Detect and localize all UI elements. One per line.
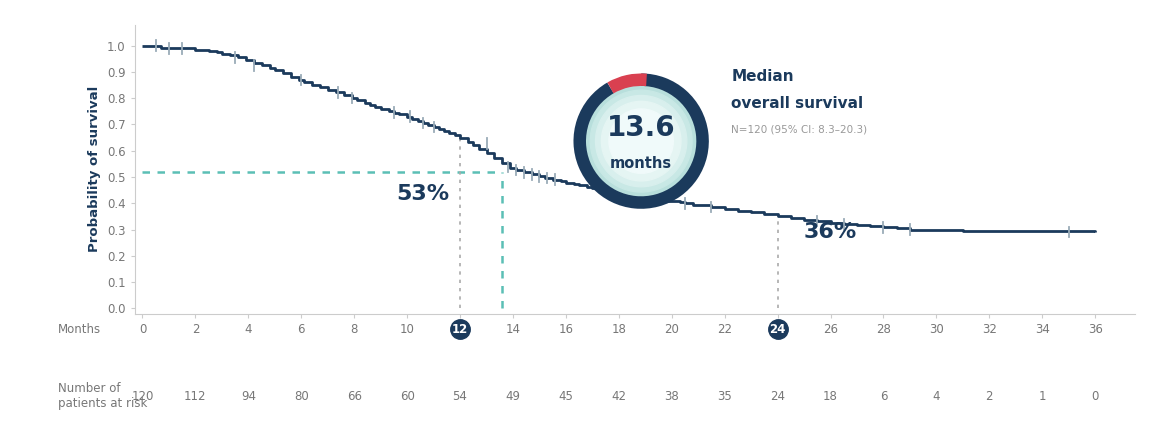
Text: 112: 112 bbox=[184, 390, 207, 403]
Text: 1: 1 bbox=[1039, 390, 1046, 403]
Text: 6: 6 bbox=[880, 390, 887, 403]
Text: 24: 24 bbox=[770, 323, 786, 336]
Text: 24: 24 bbox=[770, 390, 785, 403]
Text: 0: 0 bbox=[1092, 390, 1099, 403]
Text: Median: Median bbox=[731, 69, 794, 84]
Text: 80: 80 bbox=[294, 390, 309, 403]
Text: 54: 54 bbox=[453, 390, 468, 403]
Text: 120: 120 bbox=[131, 390, 153, 403]
Circle shape bbox=[610, 109, 674, 173]
Circle shape bbox=[581, 82, 701, 201]
Text: 42: 42 bbox=[612, 390, 626, 403]
Text: 38: 38 bbox=[665, 390, 679, 403]
Text: N=120 (95% CI: 8.3–20.3): N=120 (95% CI: 8.3–20.3) bbox=[731, 125, 867, 134]
Text: months: months bbox=[610, 156, 673, 171]
Text: 12: 12 bbox=[452, 323, 468, 336]
Text: 4: 4 bbox=[932, 390, 941, 403]
Text: 35: 35 bbox=[717, 390, 732, 403]
Text: overall survival: overall survival bbox=[731, 96, 863, 111]
Circle shape bbox=[586, 86, 697, 197]
Text: 45: 45 bbox=[558, 390, 573, 403]
Text: 60: 60 bbox=[400, 390, 414, 403]
Text: 66: 66 bbox=[346, 390, 362, 403]
Y-axis label: Probability of survival: Probability of survival bbox=[89, 86, 102, 252]
Text: 49: 49 bbox=[505, 390, 521, 403]
Text: 36%: 36% bbox=[804, 222, 858, 242]
Text: Months: Months bbox=[57, 323, 101, 336]
Text: 18: 18 bbox=[824, 390, 838, 403]
Text: 2: 2 bbox=[985, 390, 993, 403]
Circle shape bbox=[601, 101, 681, 181]
Text: 94: 94 bbox=[241, 390, 256, 403]
Circle shape bbox=[591, 90, 693, 192]
Text: 13.6: 13.6 bbox=[607, 114, 675, 142]
Text: Number of
patients at risk: Number of patients at risk bbox=[57, 383, 147, 410]
Circle shape bbox=[596, 95, 687, 187]
Text: 53%: 53% bbox=[397, 184, 449, 204]
